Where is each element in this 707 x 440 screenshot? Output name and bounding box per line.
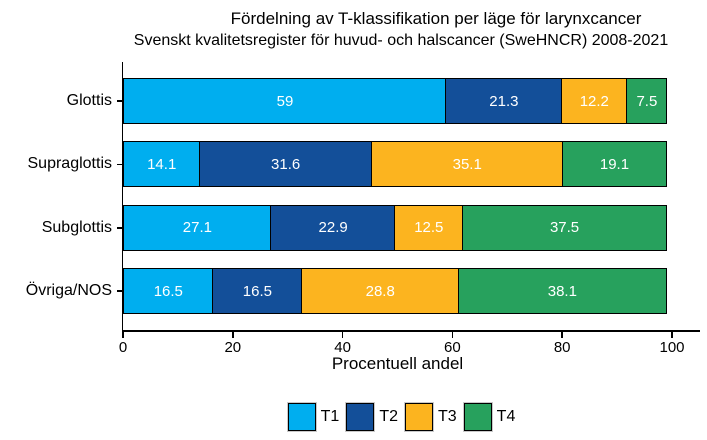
bar-segment-t3: 12.2 [560, 78, 628, 124]
value-label: 16.5 [242, 282, 272, 300]
x-tick-label: 100 [659, 339, 685, 356]
value-label: 16.5 [153, 282, 183, 300]
bar-stack: 14.1 31.6 35.1 19.1 [123, 141, 672, 188]
bar-row: Supraglottis 14.1 31.6 35.1 19.1 [28, 141, 672, 188]
x-axis-line [121, 330, 700, 332]
bar-segment-t4: 38.1 [457, 268, 667, 315]
value-label: 19.1 [599, 155, 630, 173]
bar-row: Subglottis 27.1 22.9 12.5 37.5 [42, 204, 672, 251]
legend-label: T3 [438, 408, 457, 425]
y-tick-mark [116, 290, 123, 292]
x-tick-label: 0 [118, 339, 128, 356]
legend-label: T4 [496, 408, 516, 425]
x-tick-mark [341, 331, 344, 338]
chart-subtitle: Svenskt kvalitetsregister för huvud- och… [133, 32, 669, 49]
x-tick-mark [671, 331, 673, 338]
value-label: 21.3 [489, 92, 519, 110]
bar-segment-t1: 16.5 [123, 268, 214, 315]
x-tick-mark [122, 331, 124, 338]
value-label: 59 [276, 92, 294, 110]
x-axis: 0 20 40 60 80 100 [119, 330, 685, 370]
bar-segment-t1: 59 [123, 78, 447, 124]
category-label: Subglottis [41, 218, 112, 236]
x-tick-mark [451, 331, 454, 338]
category-label: Supraglottis [27, 155, 113, 173]
bar-segment-t1: 14.1 [123, 141, 201, 188]
x-tick-label: 60 [444, 339, 461, 356]
legend-item-t1: T1 [286, 402, 340, 432]
value-label: 35.1 [452, 155, 482, 173]
value-label: 7.5 [636, 92, 658, 110]
bar-stack: 27.1 22.9 12.5 37.5 [123, 204, 672, 251]
legend-swatch-t4 [462, 402, 493, 432]
category-label: Glottis [66, 92, 112, 109]
legend-item-t4: T4 [462, 402, 516, 432]
bar-segment-t2: 21.3 [445, 78, 563, 124]
y-tick-mark [116, 227, 123, 229]
legend-swatch-t3 [404, 402, 434, 432]
plot-area: Glottis 59 21.3 12.2 7.5 Supraglottis 14.1 31.6… [26, 62, 672, 330]
legend-item-t3: T3 [404, 402, 457, 432]
bar-segment-t3: 12.5 [394, 204, 464, 251]
chart-title: Fördelning av T-klassifikation per läge … [230, 9, 642, 28]
value-label: 27.1 [182, 219, 212, 237]
x-tick-label: 40 [334, 339, 351, 356]
value-label: 28.8 [365, 282, 395, 300]
bar-segment-t4: 7.5 [626, 78, 668, 124]
x-tick-mark [561, 331, 563, 338]
legend-item-t2: T2 [345, 402, 398, 432]
y-tick-mark [116, 163, 123, 166]
x-axis-title: Procentuell andel [331, 354, 464, 373]
bar-row: Övriga/NOS 16.5 16.5 28.8 38.1 [26, 268, 672, 315]
bar-segment-t4: 37.5 [461, 204, 668, 251]
bar-segment-t4: 19.1 [562, 141, 667, 188]
legend-label: T1 [320, 408, 340, 425]
bar-segment-t2: 22.9 [270, 204, 396, 251]
value-label: 12.2 [579, 92, 609, 110]
bar-segment-t2: 31.6 [198, 141, 373, 188]
bar-segment-t3: 28.8 [301, 268, 460, 315]
value-label: 12.5 [414, 219, 444, 237]
y-axis-line [121, 62, 123, 332]
legend-swatch-t2 [345, 402, 376, 432]
bar-stack: 59 21.3 12.2 7.5 [123, 78, 672, 124]
value-label: 31.6 [271, 155, 301, 173]
bar-segment-t3: 35.1 [370, 141, 564, 188]
bar-stack: 16.5 16.5 28.8 38.1 [123, 268, 672, 315]
bar-segment-t1: 27.1 [123, 204, 272, 251]
value-label: 38.1 [547, 282, 577, 300]
x-tick-mark [232, 331, 234, 338]
value-label: 37.5 [549, 219, 580, 237]
legend: T1 T2 T3 T4 [0, 402, 707, 432]
bar-segment-t2: 16.5 [212, 268, 303, 315]
legend-swatch-t1 [286, 402, 317, 432]
category-label: Övriga/NOS [25, 282, 112, 300]
bar-row: Glottis 59 21.3 12.2 7.5 [67, 78, 672, 124]
x-tick-label: 20 [224, 339, 242, 356]
legend-label: T2 [379, 408, 398, 425]
value-label: 14.1 [147, 155, 177, 173]
y-tick-mark [116, 100, 123, 102]
value-label: 22.9 [318, 219, 348, 237]
x-tick-label: 80 [553, 339, 571, 356]
